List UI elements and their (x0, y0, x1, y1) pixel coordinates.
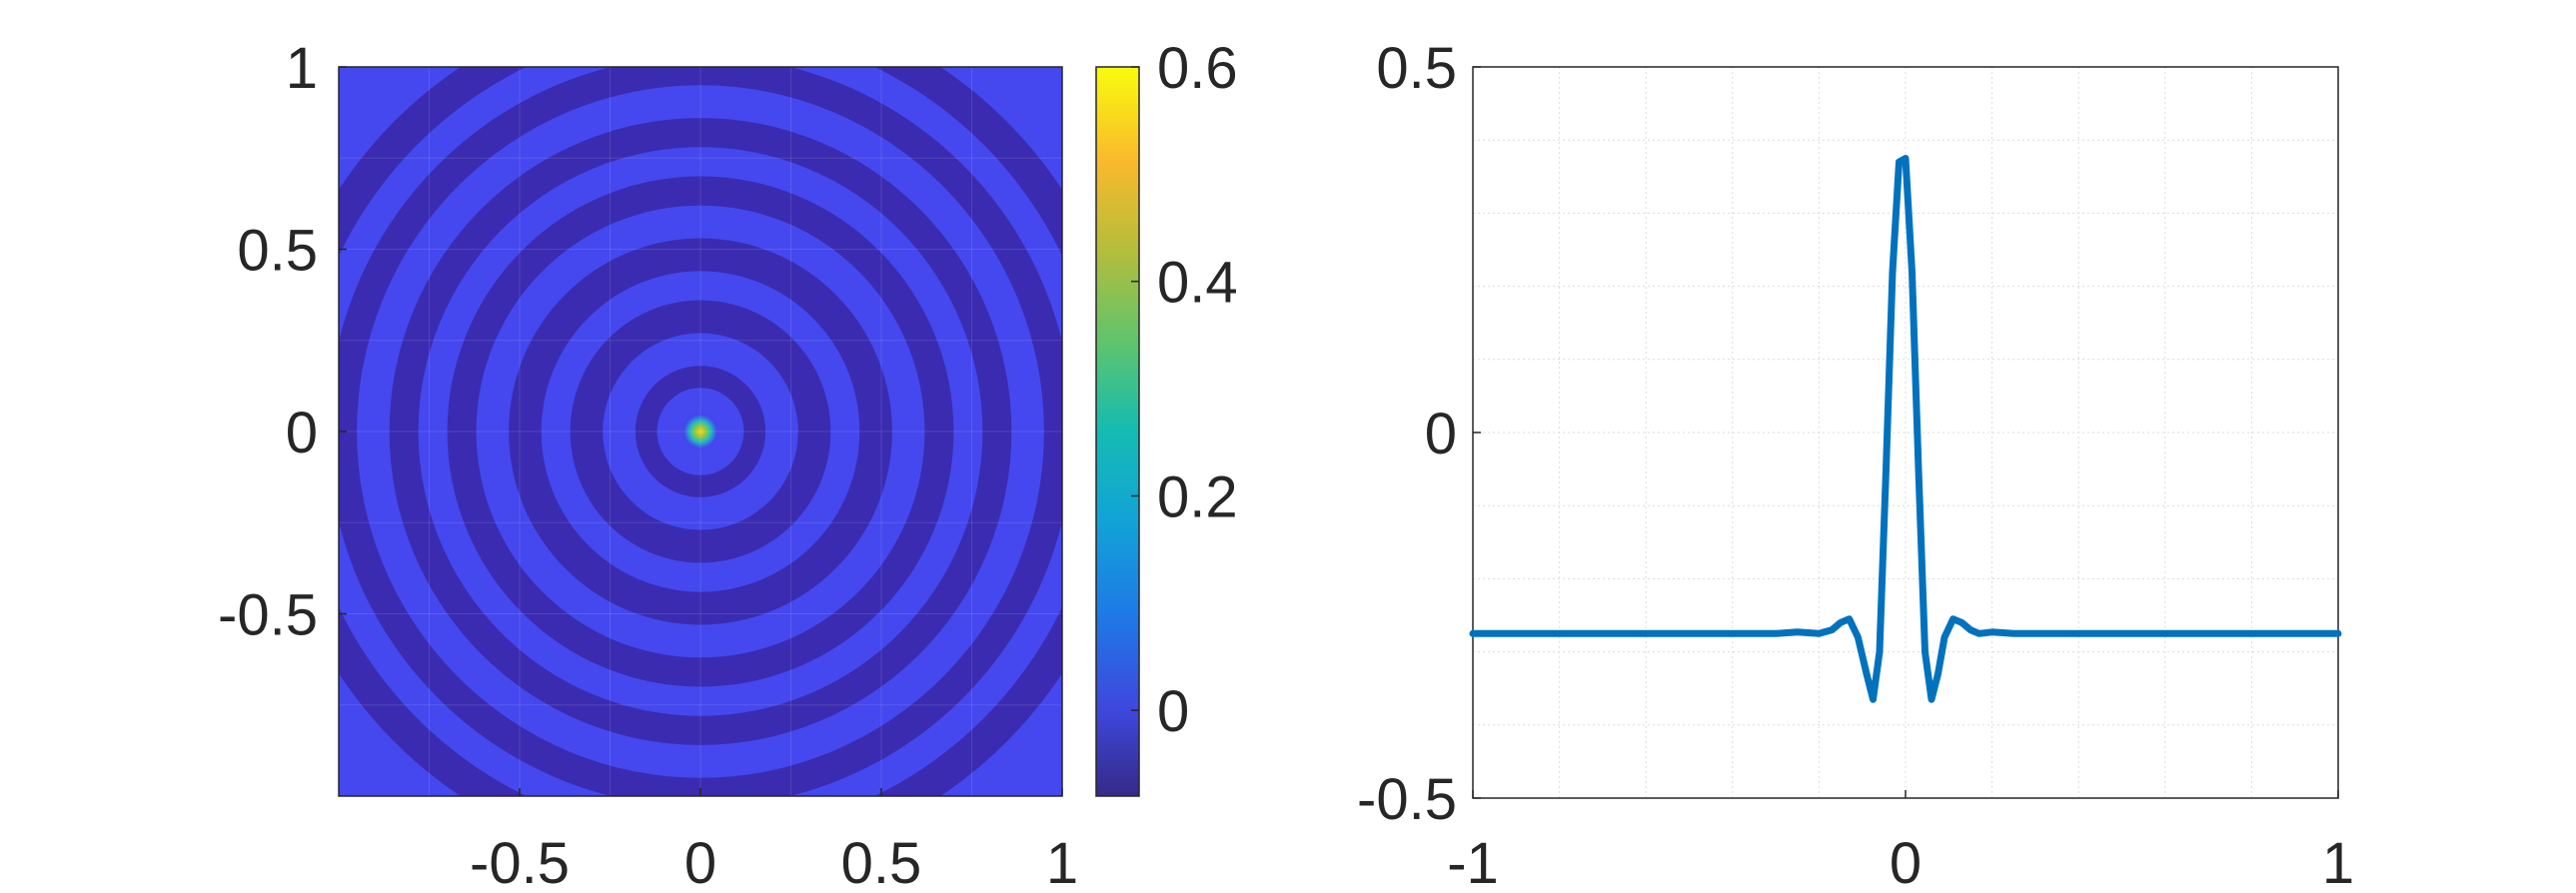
heatmap-y-tick-label: 0.5 (237, 219, 318, 284)
heatmap-y-tick-label: -0.5 (218, 583, 318, 648)
heatmap-x-tick-label: 1 (1046, 831, 1078, 893)
line-y-tick-label: -0.5 (1357, 767, 1457, 832)
line-series (1469, 155, 2342, 703)
colorbar-gradient (1095, 66, 1140, 797)
heatmap-y-tick-label: 1 (286, 36, 318, 101)
colorbar-ticks: 0 0.2 0.4 0.6 (1131, 36, 1238, 744)
line-y-tick-label: 0.5 (1376, 36, 1457, 101)
colorbar-tick-label: 0 (1157, 679, 1189, 744)
line-x-ticks: -1 0 1 (1447, 790, 2354, 893)
line-x-tick-label: -1 (1447, 831, 1499, 893)
heatmap-x-tick-label: -0.5 (470, 831, 570, 893)
heatmap-rings (339, 67, 1062, 796)
heatmap-x-tick-label: 0.5 (841, 831, 922, 893)
line-panel: -1 0 1 0.5 0 -0.5 (1357, 36, 2354, 893)
heatmap-y-ticks: 1 0.5 0 -0.5 (218, 36, 347, 648)
colorbar-tick-label: 0.2 (1157, 464, 1238, 529)
colorbar: 0 0.2 0.4 0.6 (1095, 36, 1238, 797)
colorbar-tick-label: 0.4 (1157, 251, 1238, 316)
heatmap-panel: -0.5 0 0.5 1 1 0.5 0 -0.5 (218, 36, 1078, 893)
heatmap-grid (339, 67, 1062, 796)
line-x-tick-label: 1 (2322, 831, 2354, 893)
line-x-tick-label: 0 (1890, 831, 1922, 893)
line-grid (1473, 67, 2338, 798)
line-y-tick-label: 0 (1425, 402, 1457, 466)
heatmap-x-tick-label: 0 (684, 831, 716, 893)
line-y-ticks: 0.5 0 -0.5 (1357, 36, 1481, 832)
colorbar-tick-label: 0.6 (1157, 36, 1238, 101)
heatmap-peak (683, 415, 717, 448)
heatmap-y-tick-label: 0 (286, 401, 318, 465)
heatmap-x-ticks: -0.5 0 0.5 1 (470, 788, 1078, 893)
